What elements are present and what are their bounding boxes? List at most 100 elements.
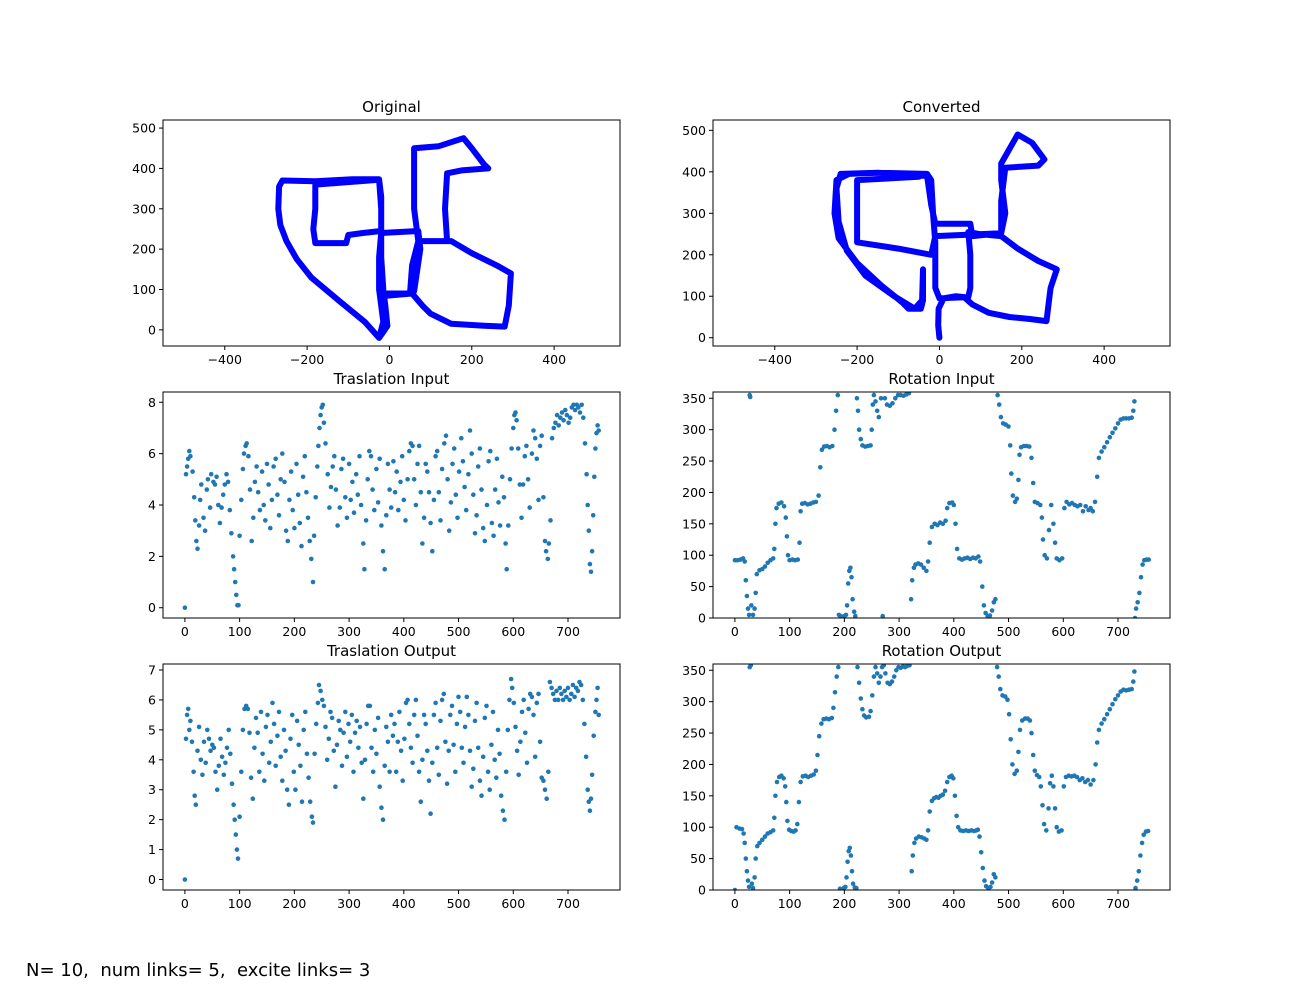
data-point xyxy=(1010,762,1015,767)
chart-title: Traslation Output xyxy=(326,642,456,660)
data-point xyxy=(853,613,858,618)
data-point xyxy=(1102,444,1107,450)
y-tick-label: 350 xyxy=(682,391,706,406)
x-tick-label: 300 xyxy=(337,896,361,911)
x-tick-label: 600 xyxy=(501,896,525,911)
data-point xyxy=(811,772,816,777)
data-point xyxy=(346,721,351,727)
data-point xyxy=(191,495,197,500)
data-point xyxy=(390,733,396,739)
data-point xyxy=(438,518,443,523)
data-point xyxy=(188,453,193,459)
data-point xyxy=(257,769,262,775)
data-point xyxy=(977,559,983,564)
data-point xyxy=(921,565,926,571)
data-point xyxy=(459,745,465,751)
data-point xyxy=(1145,828,1151,834)
y-tick-label: 50 xyxy=(690,851,706,866)
data-point xyxy=(271,464,276,469)
data-point xyxy=(416,769,422,775)
data-point xyxy=(283,528,289,533)
data-point xyxy=(484,703,489,709)
y-tick-label: 100 xyxy=(132,282,156,297)
data-point xyxy=(372,507,377,513)
data-point xyxy=(500,808,506,813)
chart-panel-1: Original −400 −200 0 200 400 0 100 200 300 400 500 xyxy=(132,98,621,367)
y-tick-label: 100 xyxy=(682,820,706,835)
data-point xyxy=(1139,840,1145,846)
data-point xyxy=(944,779,950,785)
data-point xyxy=(233,832,239,837)
data-point xyxy=(325,471,331,477)
data-point xyxy=(1012,771,1017,777)
data-point xyxy=(289,712,295,718)
data-point xyxy=(1129,686,1134,692)
data-point xyxy=(1003,694,1008,699)
data-point xyxy=(589,548,595,554)
data-point xyxy=(278,477,284,482)
data-point xyxy=(1138,574,1144,580)
data-point xyxy=(293,787,298,792)
data-point xyxy=(420,541,425,546)
data-point xyxy=(1102,716,1107,722)
data-point xyxy=(445,477,450,482)
data-point xyxy=(754,571,760,577)
data-point xyxy=(370,769,376,775)
data-point xyxy=(221,772,227,778)
data-point xyxy=(815,752,820,758)
data-point xyxy=(197,497,203,503)
data-point xyxy=(1136,868,1142,874)
data-point xyxy=(372,727,378,733)
y-tick-label: 2 xyxy=(148,812,156,827)
data-point xyxy=(307,538,313,544)
data-point xyxy=(185,706,191,712)
data-point xyxy=(996,402,1002,407)
data-point xyxy=(350,479,355,485)
data-point xyxy=(356,745,361,751)
data-point xyxy=(241,451,247,456)
data-point xyxy=(585,502,590,508)
data-point xyxy=(750,612,756,618)
data-point xyxy=(369,745,374,751)
data-point xyxy=(1134,878,1140,883)
data-point xyxy=(869,427,874,433)
data-point xyxy=(929,524,935,530)
data-point xyxy=(593,709,598,715)
data-point xyxy=(1062,505,1067,511)
data-point xyxy=(542,538,548,544)
y-tick-label: 400 xyxy=(132,161,156,176)
data-point xyxy=(201,739,207,745)
data-point xyxy=(596,712,601,718)
data-point xyxy=(567,697,572,703)
data-point xyxy=(202,528,208,533)
data-point xyxy=(263,724,269,730)
data-point xyxy=(320,697,325,703)
data-point xyxy=(908,596,914,602)
y-tick-label: 400 xyxy=(682,164,706,179)
data-point xyxy=(239,769,244,775)
data-point xyxy=(848,853,854,858)
data-point xyxy=(515,446,521,451)
y-tick-label: 6 xyxy=(148,446,156,461)
data-point xyxy=(781,504,787,509)
data-point xyxy=(1049,773,1055,778)
chart-title: Converted xyxy=(902,98,980,116)
data-point xyxy=(595,423,600,428)
y-tick-label: 250 xyxy=(682,454,706,469)
data-point xyxy=(993,875,998,880)
data-point xyxy=(881,664,887,668)
data-point xyxy=(537,443,543,449)
axes-frame xyxy=(162,391,621,619)
x-tick-label: 400 xyxy=(542,352,566,367)
data-point xyxy=(433,700,438,706)
data-point xyxy=(375,500,381,505)
data-point xyxy=(337,505,343,510)
y-tick-label: 300 xyxy=(682,422,706,437)
data-point xyxy=(394,469,400,474)
data-point xyxy=(385,461,391,467)
data-point xyxy=(835,392,841,398)
data-point xyxy=(532,435,538,441)
data-point xyxy=(291,769,297,775)
data-point xyxy=(785,818,790,824)
